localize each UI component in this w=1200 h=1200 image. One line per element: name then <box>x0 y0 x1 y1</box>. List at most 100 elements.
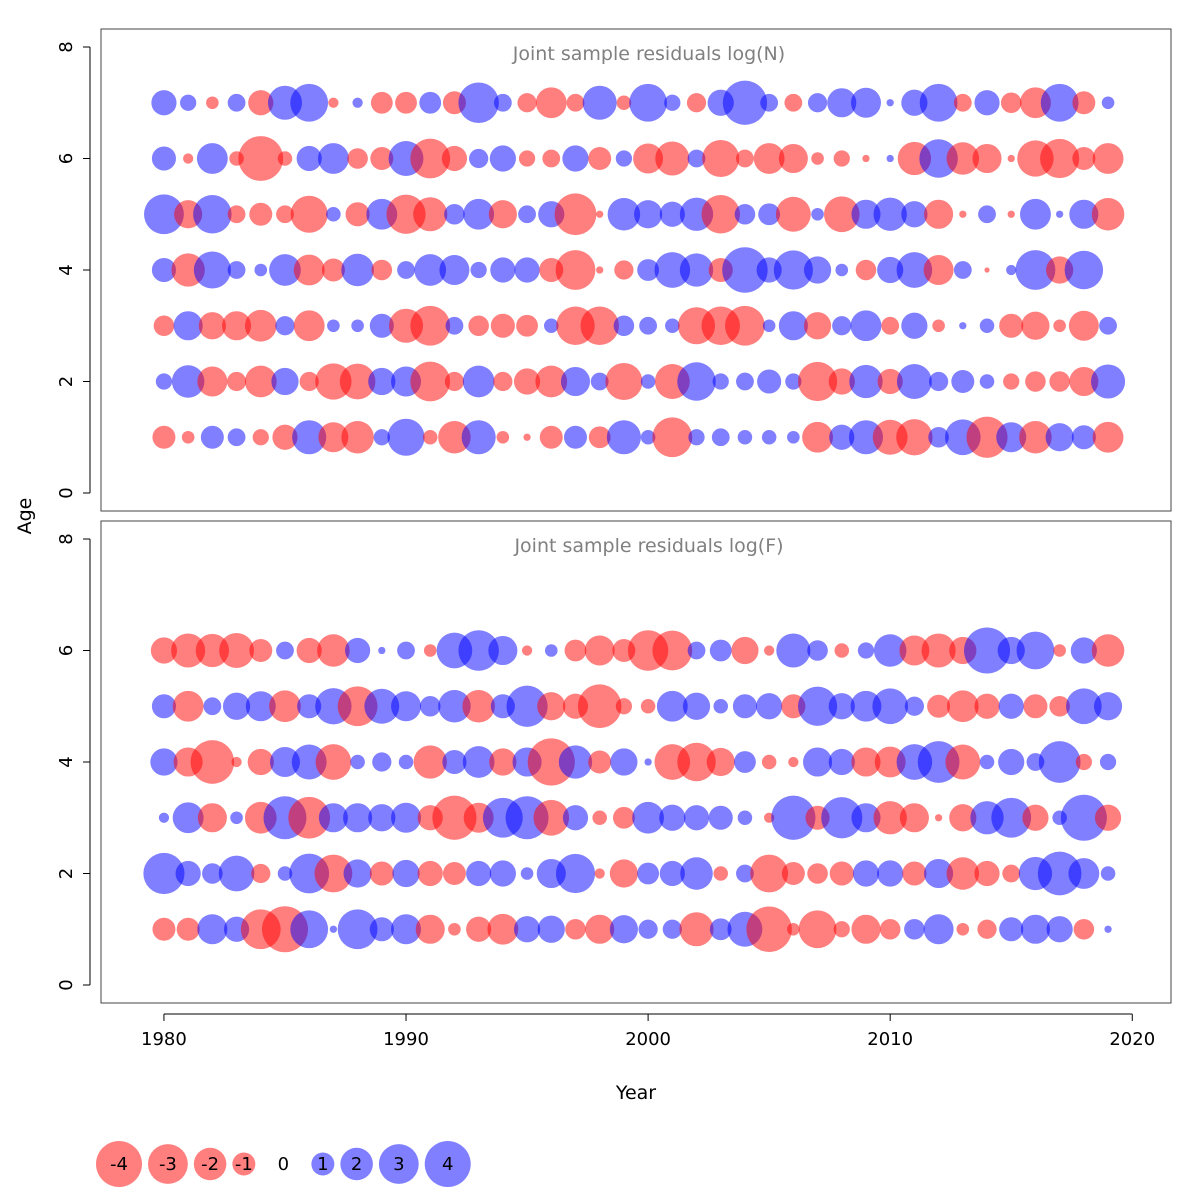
bubble <box>664 94 681 111</box>
bubble <box>773 250 813 290</box>
bubble <box>828 748 855 776</box>
bubble <box>445 316 464 335</box>
bubble <box>413 197 448 232</box>
bubble <box>590 372 609 391</box>
bubble <box>638 919 658 939</box>
bubble <box>877 368 903 395</box>
bubble <box>979 374 995 389</box>
bubble <box>784 93 803 112</box>
bubble <box>775 196 811 232</box>
bubble <box>466 916 492 942</box>
y-tick-label: 8 <box>56 41 77 52</box>
x-tick-label: 2020 <box>1109 1029 1155 1050</box>
bubble <box>439 255 470 285</box>
bubble <box>345 202 370 227</box>
legend-label: -1 <box>235 1154 253 1175</box>
bubble <box>949 804 977 832</box>
bubble <box>350 754 365 770</box>
bubble <box>778 143 808 174</box>
bubble <box>410 138 451 179</box>
bubble <box>458 82 499 123</box>
bubble <box>834 643 850 658</box>
bubble <box>737 810 753 826</box>
bubble <box>364 688 400 724</box>
bubble <box>998 748 1025 776</box>
bubble <box>562 145 589 172</box>
bubble <box>771 795 816 840</box>
bubble <box>458 630 499 671</box>
y-tick-label: 4 <box>56 756 77 767</box>
bubble <box>851 199 881 229</box>
bubble <box>1093 692 1123 721</box>
bubble <box>397 641 415 660</box>
bubble <box>849 364 883 399</box>
bubble <box>1100 866 1116 881</box>
bubble <box>991 797 1032 838</box>
bubble <box>665 318 680 334</box>
bubble <box>886 154 894 163</box>
bubble <box>1007 154 1015 163</box>
bubble <box>999 313 1024 338</box>
bubble <box>588 147 612 170</box>
legend-bubble <box>96 1141 142 1187</box>
bubble <box>644 758 652 766</box>
bubble <box>153 315 175 337</box>
bubble <box>496 430 510 444</box>
bubble <box>398 754 414 770</box>
bubble <box>877 256 904 284</box>
bubble <box>517 93 537 113</box>
bubble <box>788 756 799 768</box>
bubble <box>533 799 570 836</box>
bubble <box>327 319 340 333</box>
bubble <box>272 424 298 450</box>
bubble <box>899 803 929 833</box>
bubble <box>899 635 930 666</box>
bubble <box>415 914 445 944</box>
bubble <box>946 857 980 890</box>
legend-bubble <box>311 1152 335 1176</box>
bubble <box>1091 197 1125 231</box>
bubble <box>596 266 604 274</box>
bubble <box>173 311 203 341</box>
bubble <box>231 756 242 768</box>
bubble <box>829 424 855 450</box>
bubble <box>317 634 350 667</box>
bubble <box>640 429 656 445</box>
legend-bubble <box>424 1141 471 1187</box>
bubble <box>542 149 561 168</box>
bubble <box>851 914 881 944</box>
bubble <box>1094 804 1122 831</box>
bubble <box>318 803 348 833</box>
bubble <box>244 365 277 398</box>
bubble <box>959 210 967 218</box>
bubble <box>276 205 294 224</box>
bubble <box>172 802 204 834</box>
bubble <box>290 910 329 949</box>
bubble <box>764 645 775 656</box>
bubble <box>245 691 276 722</box>
legend-bubble <box>340 1147 373 1181</box>
bubble <box>328 97 339 108</box>
bubble <box>832 316 852 336</box>
bubble <box>391 691 422 722</box>
bubble <box>821 797 863 839</box>
bubble <box>296 145 322 172</box>
bubble <box>785 373 802 390</box>
bubble <box>656 690 688 722</box>
bubble <box>732 694 757 719</box>
x-axis-title: Year <box>615 1082 656 1104</box>
bubble <box>612 806 635 829</box>
bubble <box>850 310 882 342</box>
bubble <box>761 429 777 445</box>
bubble <box>679 253 714 287</box>
bubble <box>1053 644 1066 657</box>
bubble <box>317 143 349 174</box>
bubble <box>851 747 881 777</box>
bubble <box>197 914 228 945</box>
y-tick-label: 4 <box>56 264 77 275</box>
bubble <box>1016 631 1055 670</box>
bubble <box>352 97 363 108</box>
bubble <box>974 693 1000 719</box>
bubble <box>828 693 855 720</box>
